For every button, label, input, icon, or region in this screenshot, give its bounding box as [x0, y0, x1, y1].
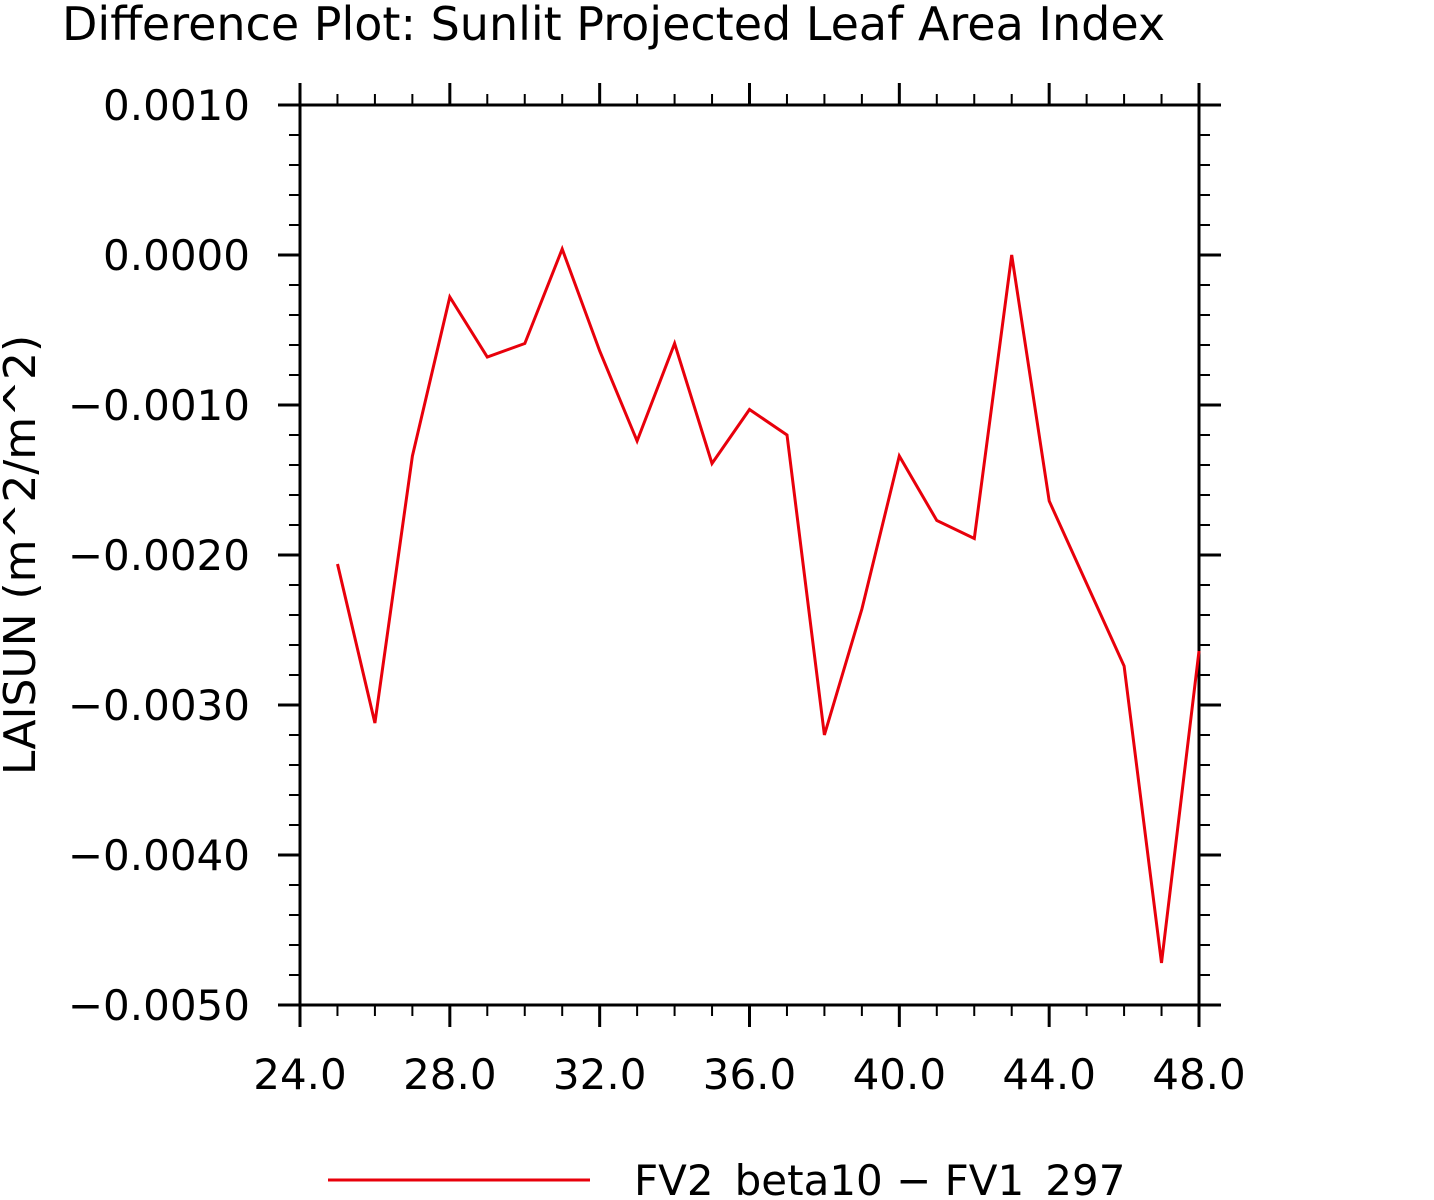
x-tick-label: 28.0 — [403, 1050, 497, 1099]
x-tick-label: 48.0 — [1152, 1050, 1246, 1099]
legend: FV2_beta10 − FV1_297 — [328, 1156, 1125, 1200]
y-tick-label: 0.0000 — [103, 231, 250, 280]
x-tick-label: 24.0 — [253, 1050, 347, 1099]
y-tick-label: −0.0030 — [68, 681, 250, 730]
series-line — [336, 244, 1201, 964]
x-tick-labels: 24.0 28.0 32.0 36.0 40.0 44.0 48.0 — [253, 1050, 1246, 1099]
x-tick-label: 32.0 — [553, 1050, 647, 1099]
x-tick-label: 36.0 — [703, 1050, 797, 1099]
y-tick-label: −0.0040 — [68, 831, 250, 880]
x-tick-label: 40.0 — [853, 1050, 947, 1099]
legend-label: FV2_beta10 − FV1_297 — [634, 1156, 1125, 1200]
y-axis-label: LAISUN (m^2/m^2) — [0, 335, 46, 775]
series-lines — [336, 244, 1201, 964]
y-tick-label: −0.0020 — [68, 531, 250, 580]
y-tick-label: −0.0010 — [68, 381, 250, 430]
x-tick-label: 44.0 — [1002, 1050, 1096, 1099]
chart-title: Difference Plot: Sunlit Projected Leaf A… — [62, 0, 1165, 51]
plot-frame — [298, 103, 1201, 1007]
y-tick-label: 0.0010 — [103, 81, 250, 130]
y-tick-labels: 0.0010 0.0000 −0.0010 −0.0020 −0.0030 −0.0040… — [68, 81, 250, 1030]
y-tick-label: −0.0050 — [68, 981, 250, 1030]
axis-ticks — [278, 83, 1221, 1027]
